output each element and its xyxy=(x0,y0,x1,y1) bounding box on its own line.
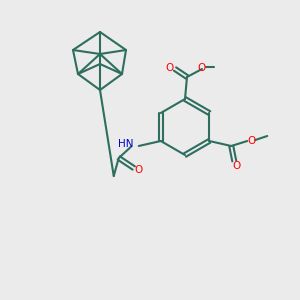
Text: O: O xyxy=(165,63,173,73)
Text: O: O xyxy=(197,63,205,73)
Text: HN: HN xyxy=(118,139,134,149)
Text: O: O xyxy=(232,161,240,171)
Text: O: O xyxy=(247,136,255,146)
Text: O: O xyxy=(135,165,143,175)
